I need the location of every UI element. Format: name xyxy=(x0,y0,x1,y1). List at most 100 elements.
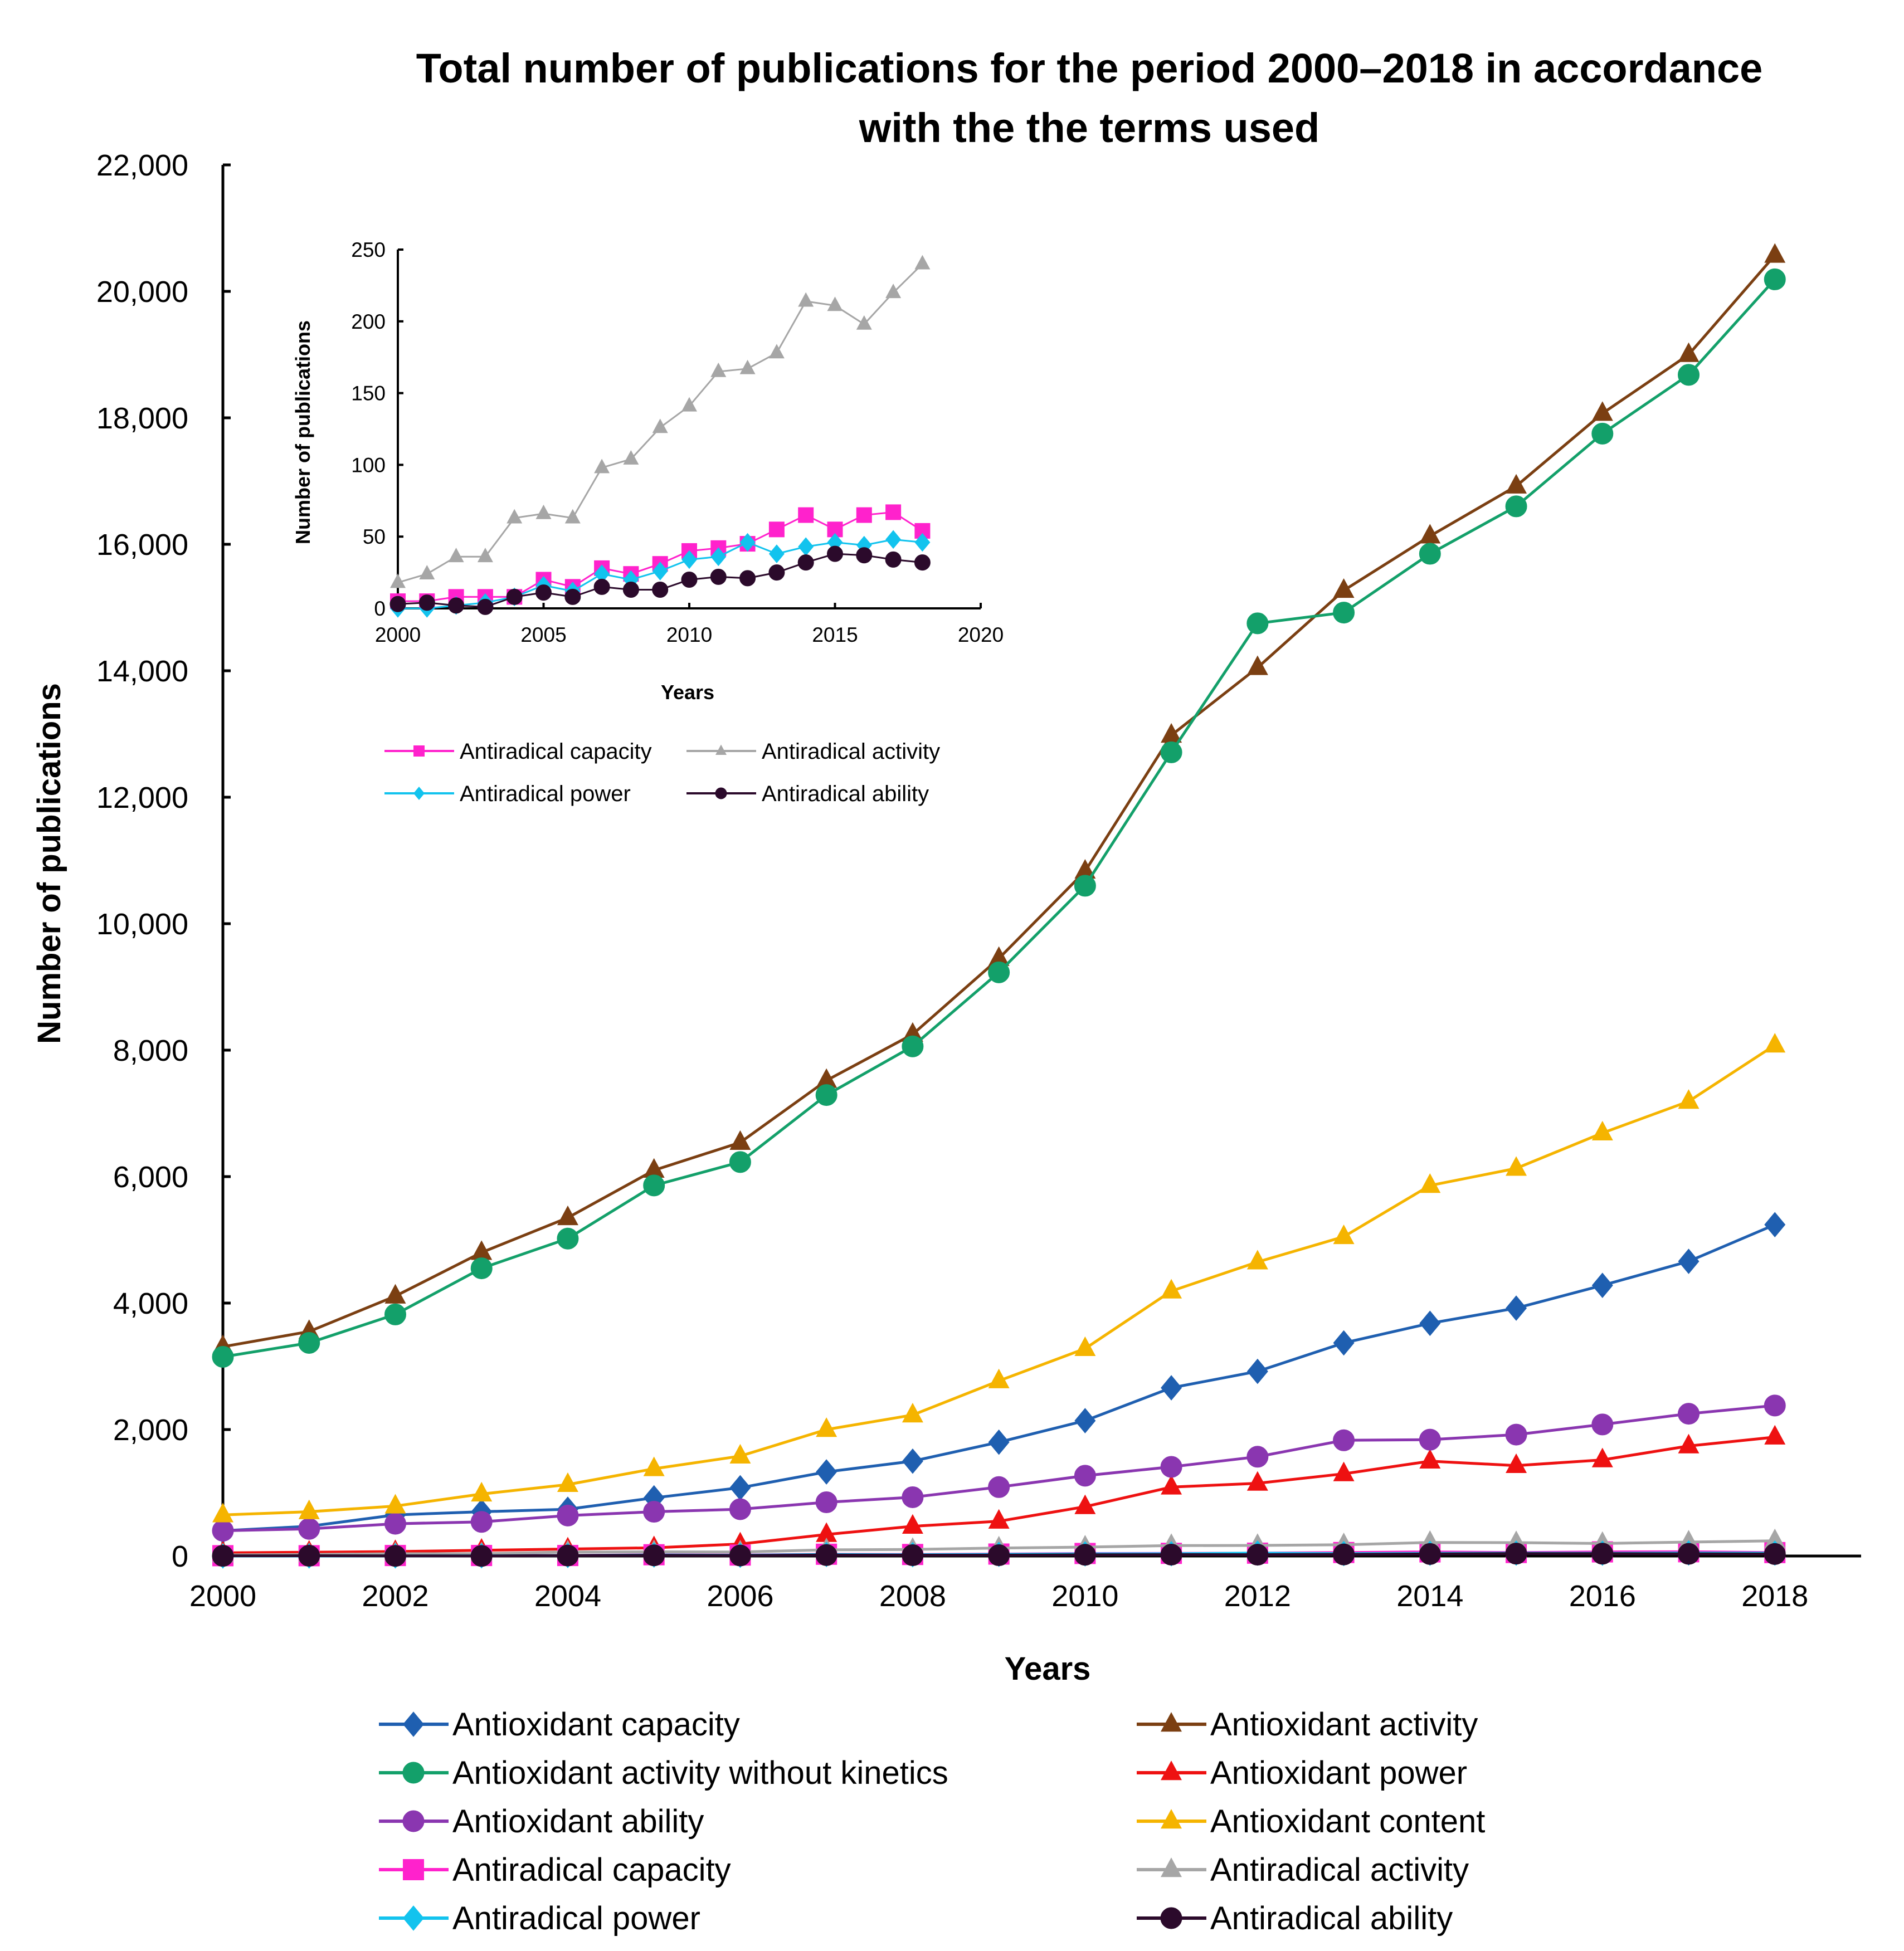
main-point-antiradical-ability xyxy=(298,1545,320,1567)
main-series-antioxidant-ability xyxy=(212,1394,1786,1542)
legend-marker xyxy=(402,1810,425,1832)
main-x-tick-label: 2006 xyxy=(707,1579,773,1613)
inset-point-antiradical-ability xyxy=(768,564,785,581)
inset-background xyxy=(279,223,1025,819)
main-point-antioxidant-activity-without-kinetics xyxy=(643,1174,665,1197)
inset-point-antiradical-activity xyxy=(623,450,639,465)
inset-y-tick-label: 150 xyxy=(351,382,386,405)
inset-x-tick-label: 2015 xyxy=(812,623,858,646)
main-point-antioxidant-content xyxy=(1246,1250,1268,1270)
inset-point-antiradical-ability xyxy=(827,545,843,562)
inset-point-antiradical-ability xyxy=(593,578,610,595)
inset-point-antiradical-activity xyxy=(652,418,668,433)
legend-label: Antioxidant ability xyxy=(452,1803,704,1840)
inset-point-antiradical-activity xyxy=(390,573,406,588)
main-point-antioxidant-activity-without-kinetics xyxy=(1246,612,1269,635)
main-point-antioxidant-power xyxy=(988,1509,1010,1529)
legend-item-antioxidant-ability: Antioxidant ability xyxy=(379,1803,704,1840)
main-x-tick-label: 2010 xyxy=(1051,1579,1118,1613)
inset-point-antiradical-activity xyxy=(827,296,843,311)
inset-y-tick-label: 200 xyxy=(351,310,386,333)
inset-point-antiradical-activity xyxy=(477,548,493,563)
main-point-antioxidant-activity xyxy=(729,1130,751,1150)
inset-point-antiradical-ability xyxy=(885,551,902,568)
main-series-layer xyxy=(212,243,1786,1569)
inset-point-antiradical-ability xyxy=(448,597,465,614)
inset-point-antiradical-activity xyxy=(739,359,756,374)
main-point-antioxidant-capacity xyxy=(1591,1272,1613,1299)
main-point-antioxidant-activity xyxy=(1506,474,1527,494)
inset-point-antiradical-ability xyxy=(681,571,698,588)
main-point-antioxidant-content xyxy=(1764,1033,1786,1053)
legend-label: Antioxidant activity xyxy=(1210,1706,1478,1743)
main-point-antioxidant-activity-without-kinetics xyxy=(902,1035,924,1057)
main-point-antiradical-ability xyxy=(1246,1544,1269,1566)
inset-legend-item-antiradical-capacity: Antiradical capacity xyxy=(384,739,652,764)
legend-item-antioxidant-capacity: Antioxidant capacity xyxy=(379,1706,740,1743)
main-point-antiradical-ability xyxy=(1419,1543,1441,1565)
main-point-antioxidant-activity-without-kinetics xyxy=(988,961,1010,983)
inset-legend: Antiradical capacity Antiradical activity… xyxy=(384,739,940,806)
legend-label: Antiradical capacity xyxy=(452,1852,731,1888)
main-x-tick-label: 2000 xyxy=(189,1579,256,1613)
legend-label: Antioxidant capacity xyxy=(452,1706,740,1743)
inset-point-antiradical-ability xyxy=(622,582,639,598)
main-point-antioxidant-content xyxy=(1678,1089,1700,1109)
legend-item-antioxidant-activity: Antioxidant activity xyxy=(1137,1706,1478,1743)
main-point-antioxidant-power xyxy=(1246,1471,1268,1491)
main-y-tick-label: 6,000 xyxy=(113,1160,188,1194)
main-point-antiradical-ability xyxy=(384,1545,406,1567)
main-series-antioxidant-activity xyxy=(212,243,1786,1354)
main-point-antioxidant-power xyxy=(1161,1475,1182,1495)
inset-point-antiradical-activity xyxy=(594,459,610,474)
main-point-antioxidant-activity xyxy=(988,946,1010,966)
main-point-antioxidant-ability xyxy=(212,1520,234,1542)
main-point-antioxidant-activity-without-kinetics xyxy=(1419,543,1441,565)
inset-x-tick-label: 2005 xyxy=(520,623,566,646)
main-plot-area: 0 2,000 4,000 6,000 8,000 10,000 12,000 14,000 1… xyxy=(96,149,1861,1613)
main-point-antioxidant-activity-without-kinetics xyxy=(1764,268,1786,290)
inset-point-antiradical-activity xyxy=(535,504,552,519)
legend-marker xyxy=(1161,1760,1182,1781)
main-point-antiradical-ability xyxy=(988,1544,1010,1567)
main-point-antioxidant-ability xyxy=(1419,1428,1441,1451)
main-x-tick-label: 2008 xyxy=(879,1579,946,1613)
inset-point-antiradical-ability xyxy=(797,554,814,571)
inset-point-antiradical-power xyxy=(856,535,872,555)
main-point-antioxidant-ability xyxy=(1246,1446,1269,1468)
inset-point-antiradical-power xyxy=(710,547,727,567)
inset-legend-item-antiradical-power: Antiradical power xyxy=(384,782,631,806)
inset-point-antiradical-capacity xyxy=(798,507,814,523)
main-point-antioxidant-capacity xyxy=(902,1448,923,1474)
inset-point-antiradical-ability xyxy=(856,547,873,564)
main-point-antioxidant-activity xyxy=(1333,578,1355,598)
main-point-antiradical-ability xyxy=(1764,1543,1786,1565)
main-point-antioxidant-ability xyxy=(298,1518,320,1540)
inset-y-axis-title: Number of publications xyxy=(291,320,314,544)
main-x-tick-label: 2012 xyxy=(1224,1579,1291,1613)
main-series-antioxidant-activity-without-kinetics xyxy=(212,268,1786,1368)
inset-point-antiradical-activity xyxy=(419,565,435,579)
main-point-antioxidant-activity xyxy=(902,1022,923,1042)
legend-item-antiradical-capacity: Antiradical capacity xyxy=(379,1852,731,1888)
main-point-antioxidant-content xyxy=(988,1368,1010,1388)
main-x-tick-label: 2002 xyxy=(362,1579,428,1613)
main-point-antiradical-ability xyxy=(212,1545,234,1567)
chart-title-line-1: Total number of publications for the per… xyxy=(416,45,1763,91)
main-point-antioxidant-content xyxy=(1506,1156,1527,1176)
main-point-antioxidant-capacity xyxy=(1764,1212,1786,1238)
main-x-tick-label: 2018 xyxy=(1741,1579,1808,1613)
inset-point-antiradical-activity xyxy=(798,292,814,307)
main-point-antioxidant-activity xyxy=(1764,243,1786,263)
inset-legend-marker xyxy=(413,745,425,757)
main-y-tick-label: 0 xyxy=(172,1540,188,1573)
legend-item-antiradical-activity: Antiradical activity xyxy=(1137,1852,1469,1888)
inset-point-antiradical-activity xyxy=(448,548,464,563)
main-point-antioxidant-power xyxy=(1074,1494,1096,1514)
main-point-antioxidant-content xyxy=(1074,1336,1096,1357)
main-point-antiradical-ability xyxy=(1678,1543,1700,1565)
legend-label: Antioxidant activity without kinetics xyxy=(452,1755,948,1791)
inset-y-tick-label: 250 xyxy=(351,238,386,261)
inset-point-antiradical-activity xyxy=(885,284,902,299)
main-point-antioxidant-capacity xyxy=(1419,1310,1441,1337)
